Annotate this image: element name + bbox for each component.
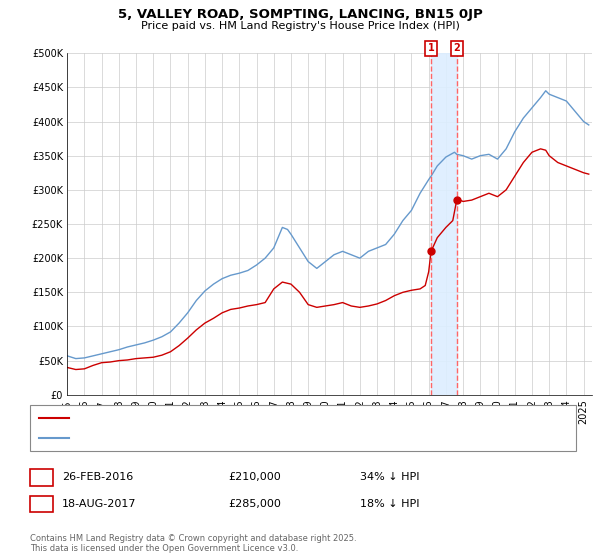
- Text: 26-FEB-2016: 26-FEB-2016: [62, 472, 133, 482]
- Text: HPI: Average price, semi-detached house, Adur: HPI: Average price, semi-detached house,…: [75, 433, 305, 443]
- Text: 18% ↓ HPI: 18% ↓ HPI: [360, 499, 419, 509]
- Text: 1: 1: [428, 43, 434, 53]
- Text: 5, VALLEY ROAD, SOMPTING, LANCING, BN15 0JP: 5, VALLEY ROAD, SOMPTING, LANCING, BN15 …: [118, 8, 482, 21]
- Text: Contains HM Land Registry data © Crown copyright and database right 2025.
This d: Contains HM Land Registry data © Crown c…: [30, 534, 356, 553]
- Text: 34% ↓ HPI: 34% ↓ HPI: [360, 472, 419, 482]
- Text: 2: 2: [38, 499, 45, 509]
- Text: Price paid vs. HM Land Registry's House Price Index (HPI): Price paid vs. HM Land Registry's House …: [140, 21, 460, 31]
- Text: £210,000: £210,000: [228, 472, 281, 482]
- Text: £285,000: £285,000: [228, 499, 281, 509]
- Text: 18-AUG-2017: 18-AUG-2017: [62, 499, 136, 509]
- Text: 5, VALLEY ROAD, SOMPTING, LANCING, BN15 0JP (semi-detached house): 5, VALLEY ROAD, SOMPTING, LANCING, BN15 …: [75, 413, 430, 423]
- Text: 1: 1: [38, 472, 45, 482]
- Bar: [431, 53, 457, 395]
- Text: 2: 2: [454, 43, 460, 53]
